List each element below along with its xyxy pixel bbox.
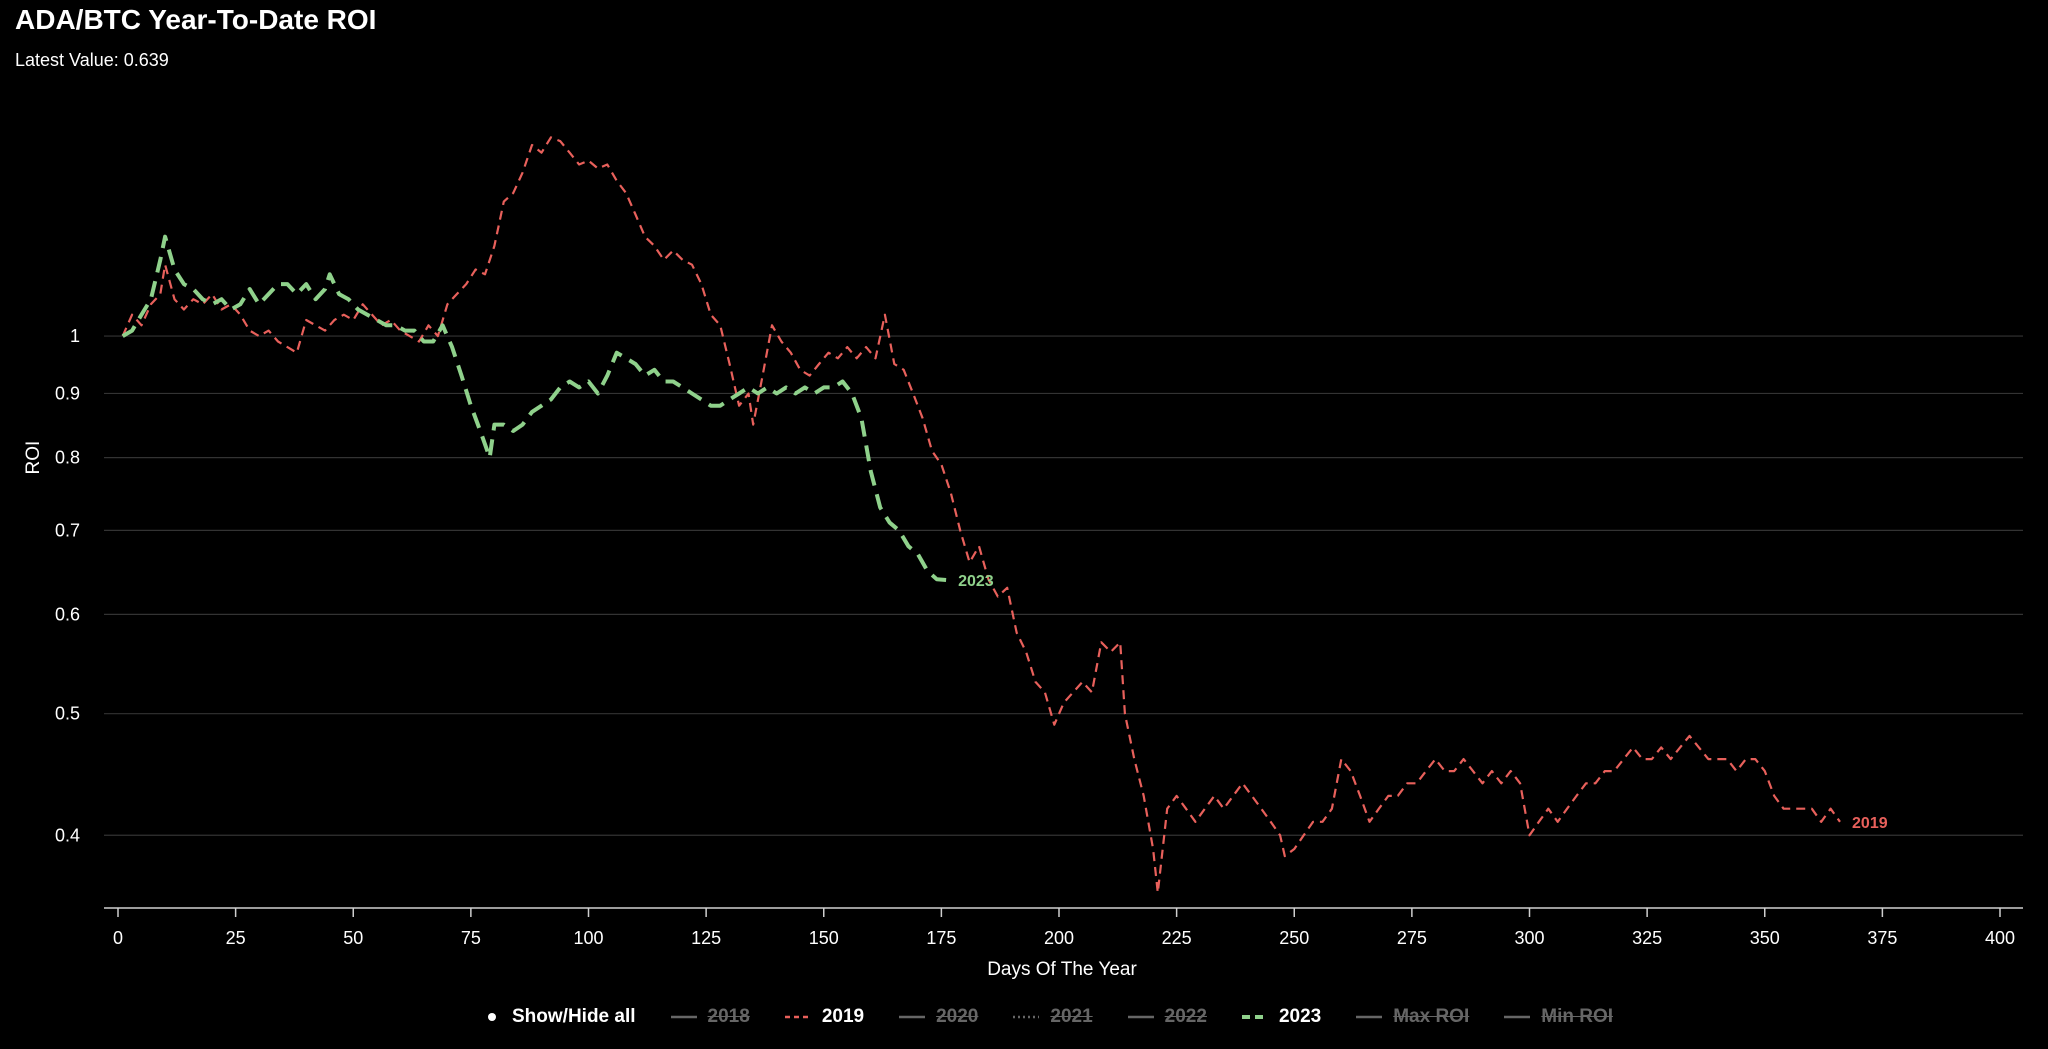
x-tick-label: 375 xyxy=(1867,928,1897,948)
x-tick-label: 150 xyxy=(809,928,839,948)
x-tick-label: 100 xyxy=(573,928,603,948)
legend-label: 2020 xyxy=(936,1006,979,1027)
legend-label: 2021 xyxy=(1050,1006,1093,1027)
x-tick-label: 75 xyxy=(461,928,481,948)
legend-swatch-icon xyxy=(899,1015,926,1019)
legend-item-2019[interactable]: 2019 xyxy=(784,1006,864,1028)
series-line-2023 xyxy=(121,234,947,582)
x-tick-label: 200 xyxy=(1044,928,1074,948)
legend-label: 2023 xyxy=(1278,1006,1322,1027)
x-tick-label: 125 xyxy=(691,928,721,948)
legend-label: 2018 xyxy=(707,1006,750,1027)
bullet-icon xyxy=(488,1013,496,1021)
y-axis-title: ROI xyxy=(23,441,44,475)
y-axis-ticks: 0.4 0.5 0.6 0.7 0.8 0.9 1 xyxy=(55,326,80,845)
y-tick-label: 0.8 xyxy=(55,448,80,468)
x-tick-label: 275 xyxy=(1397,928,1427,948)
legend-swatch-icon xyxy=(1013,1015,1040,1019)
legend-item-2018[interactable]: 2018 xyxy=(670,1006,750,1028)
legend-item-2022[interactable]: 2022 xyxy=(1127,1006,1207,1028)
y-tick-label: 0.6 xyxy=(55,604,80,624)
y-tick-label: 0.7 xyxy=(55,520,80,540)
x-tick-label: 400 xyxy=(1985,928,2015,948)
x-tick-label: 250 xyxy=(1279,928,1309,948)
show-hide-all-label: Show/Hide all xyxy=(512,1006,636,1027)
legend-item-2021[interactable]: 2021 xyxy=(1012,1006,1093,1028)
legend-item-min-roi[interactable]: Min ROI xyxy=(1503,1006,1613,1028)
chart-title: ADA/BTC Year-To-Date ROI xyxy=(15,4,377,35)
chart-legend: Show/Hide all 2018 2019 2020 2021 2022 2023 Ma… xyxy=(488,1006,1647,1028)
legend-swatch-icon xyxy=(1356,1015,1383,1019)
legend-label: 2022 xyxy=(1164,1006,1207,1027)
x-tick-label: 50 xyxy=(343,928,363,948)
x-axis-title: Days Of The Year xyxy=(987,959,1137,980)
legend-item-2023[interactable]: 2023 xyxy=(1241,1006,1321,1028)
legend-label: Max ROI xyxy=(1393,1006,1470,1027)
show-hide-all-button[interactable]: Show/Hide all xyxy=(488,1006,636,1028)
series-end-label-2023: 2023 xyxy=(958,573,994,590)
legend-swatch-icon xyxy=(670,1015,697,1019)
series-line-2019 xyxy=(121,136,1841,894)
series-lines: 2019 2023 xyxy=(121,136,1888,894)
x-tick-label: 300 xyxy=(1514,928,1544,948)
legend-swatch-icon xyxy=(1127,1015,1154,1019)
y-tick-label: 1 xyxy=(70,326,80,346)
roi-line-chart: 0 25 50 75 100 125 150 175 200 225 250 275 300 325 350… xyxy=(23,136,2023,980)
x-tick-label: 225 xyxy=(1162,928,1192,948)
x-tick-label: 175 xyxy=(926,928,956,948)
series-end-label-2019: 2019 xyxy=(1852,815,1888,832)
chart-subtitle: Latest Value: 0.639 xyxy=(15,50,169,70)
legend-swatch-icon xyxy=(784,1015,811,1019)
legend-label: 2019 xyxy=(821,1006,865,1027)
legend-swatch-icon xyxy=(1504,1015,1531,1019)
x-tick-label: 325 xyxy=(1632,928,1662,948)
x-tick-label: 25 xyxy=(226,928,246,948)
x-tick-label: 350 xyxy=(1750,928,1780,948)
y-tick-label: 0.4 xyxy=(55,825,80,845)
y-tick-label: 0.9 xyxy=(55,383,80,403)
y-tick-label: 0.5 xyxy=(55,704,80,724)
x-axis-ticks: 0 25 50 75 100 125 150 175 200 225 250 275 300 325 350… xyxy=(113,908,2015,948)
x-tick-label: 0 xyxy=(113,928,123,948)
legend-item-2020[interactable]: 2020 xyxy=(898,1006,978,1028)
legend-label: Min ROI xyxy=(1541,1006,1614,1027)
legend-swatch-icon xyxy=(1241,1015,1268,1019)
y-gridlines xyxy=(104,335,2023,836)
legend-item-max-roi[interactable]: Max ROI xyxy=(1355,1006,1469,1028)
